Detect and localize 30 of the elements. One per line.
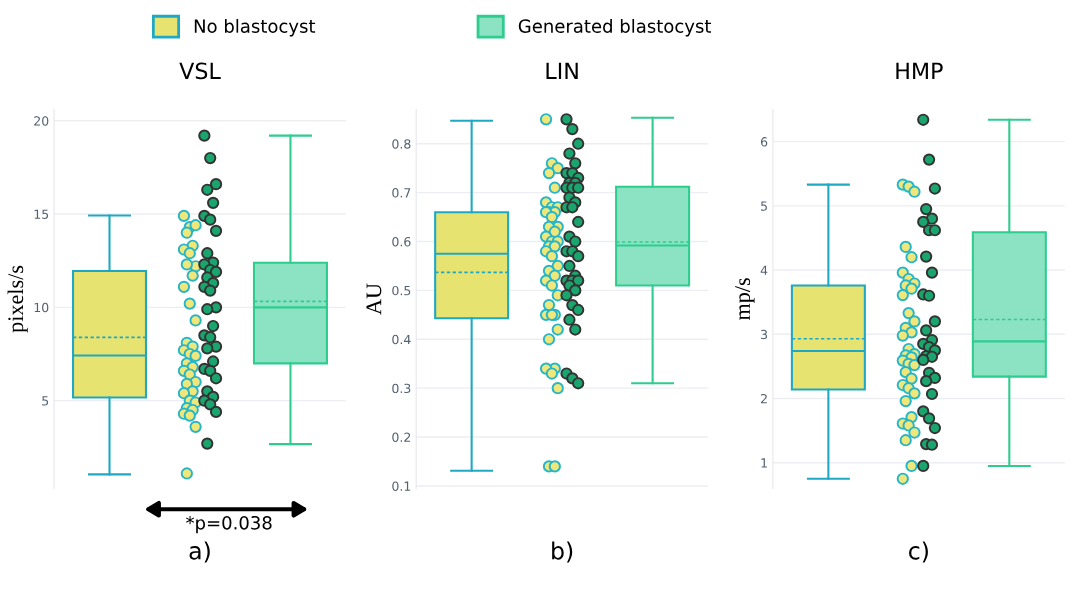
chart-title: HMP [896,62,943,79]
y-tick-label: 10 [34,302,49,313]
y-tick-label: 0.6 [392,236,411,247]
y-tick-label: 1 [761,458,767,468]
y-tick-label: 0.5 [392,285,411,296]
y-axis-title: pixels/s [7,265,28,333]
chart-title: VSL [179,62,221,80]
y-tick-label: 4 [760,265,768,275]
y-tick-label: 5 [761,201,767,211]
y-tick-label: 0.1 [392,481,411,491]
chart-title: LIN [546,62,578,79]
y-tick-label: 0.4 [392,334,411,345]
text: b) [552,541,573,563]
text: *p=0.038 [186,515,272,534]
legend-label: Generated blastocyst [518,18,712,37]
y-axis-title: AU [366,283,382,315]
y-tick-label: 0.3 [392,383,411,394]
y-tick-label: 15 [34,209,49,219]
y-tick-label: 0.7 [392,188,411,198]
y-tick-label: 20 [34,116,49,126]
y-tick-label: 0.8 [392,139,411,149]
y-axis-title: mp/s [735,278,755,321]
y-tick-label: 3 [761,329,768,340]
y-tick-label: 6 [760,137,768,147]
y-tick-label: 2 [761,393,767,404]
text: c) [909,541,928,563]
text: a) [189,541,210,563]
legend-label: No blastocyst [194,18,316,37]
y-tick-label: 5 [42,396,49,406]
y-tick-label: 0.2 [392,432,411,442]
